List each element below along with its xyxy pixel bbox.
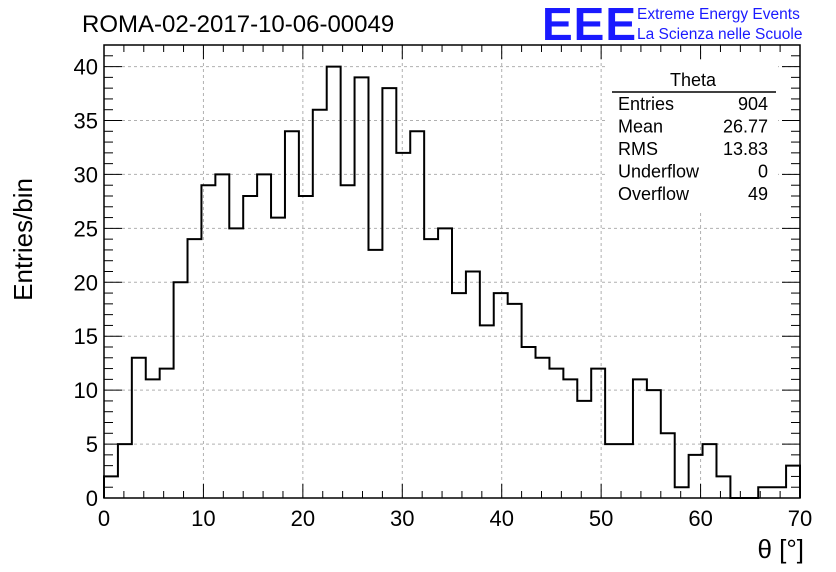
x-tick-label: 20 [291,506,315,531]
histogram-bin [104,476,118,498]
x-tick-labels: 0 10 20 30 40 50 60 70 [98,506,812,531]
stats-row-label: Overflow [618,184,690,204]
x-tick-label: 10 [191,506,215,531]
histogram-bin [271,218,285,498]
plot-frame [103,44,801,499]
histogram-bin [758,487,772,498]
y-tick-labels: 0 5 10 15 20 25 30 35 40 [74,55,98,511]
stats-row-label: Underflow [618,162,700,182]
chart-title: ROMA-02-2017-10-06-00049 [82,11,394,38]
y-tick-label: 40 [74,55,98,80]
histogram-bin [146,379,160,498]
histogram-bin [410,131,424,498]
y-axis-label: Entries/bin [8,178,38,301]
histogram-bin [341,185,355,498]
histogram-bin [368,250,382,498]
histogram-bin [215,174,229,498]
histogram-bin [480,325,494,498]
stats-box: Theta Entries 904 Mean 26.77 RMS 13.83 Underfl… [608,62,778,212]
histogram-bin [257,174,271,498]
histogram-bin [661,433,675,498]
y-tick-label: 35 [74,109,98,134]
stats-rows: Entries 904 Mean 26.77 RMS 13.83 Underflow 0 Ove… [618,94,768,204]
stats-box-background [608,62,778,212]
histogram-bin [229,228,243,498]
x-tick-label: 70 [788,506,812,531]
histogram-bin [549,369,563,498]
histogram-bin [786,466,800,498]
histogram-bin [466,272,480,499]
histogram-bin [160,369,174,498]
logo-mark: EEE [542,0,637,50]
histogram-bin [508,304,522,498]
x-tick-label: 40 [489,506,513,531]
histogram-bin [563,379,577,498]
axis-ticks [103,44,801,499]
histogram-bin [605,444,619,498]
logo-line-1: Extreme Energy Events [637,6,800,23]
histogram-bin [536,358,550,498]
x-tick-label: 60 [688,506,712,531]
histogram-bin [619,444,633,498]
histogram-bin [716,476,730,498]
histogram-bin [452,293,466,498]
stats-title: Theta [670,70,717,90]
stats-row-value: 13.83 [723,139,768,159]
histogram-bin [772,487,786,498]
histogram-bin [382,88,396,498]
histogram-outline [103,65,801,499]
x-tick-label: 50 [589,506,613,531]
y-tick-label: 5 [86,432,98,457]
histogram-bin [577,401,591,498]
histogram-bin [243,196,257,498]
x-tick-label: 30 [390,506,414,531]
histogram-bin [132,358,146,498]
histogram-bin [396,153,410,498]
histogram-bin [118,444,132,498]
y-tick-label: 25 [74,216,98,241]
histogram-bin [633,379,647,498]
histogram-bin [591,369,605,498]
logo: EEE Extreme Energy Events La Scienza nel… [542,0,802,50]
x-axis-label: θ [°] [757,534,804,564]
stats-row-label: Mean [618,117,663,137]
stats-row-label: RMS [618,139,658,159]
histogram-bin [522,347,536,498]
x-tick-label: 0 [98,506,110,531]
histogram-bin [188,239,202,498]
stats-row-value: 26.77 [723,117,768,137]
histogram-bin [675,487,689,498]
y-tick-label: 10 [74,378,98,403]
histogram-bin [299,196,313,498]
y-tick-label: 20 [74,270,98,295]
y-tick-label: 15 [74,324,98,349]
histogram-bin [174,282,188,498]
histogram-bin [494,293,508,498]
histogram-bin [355,77,369,498]
histogram-bin [703,444,717,498]
stats-row-value: 49 [748,184,768,204]
stats-row-value: 904 [738,94,768,114]
y-tick-label: 0 [86,486,98,511]
histogram-bin [647,390,661,498]
histogram-bin [327,67,341,498]
histogram-bin [424,239,438,498]
y-tick-label: 30 [74,162,98,187]
histogram-bin [201,185,215,498]
histogram-bin [438,228,452,498]
histogram-bin [689,455,703,498]
stats-row-label: Entries [618,94,674,114]
histogram-bin [313,110,327,498]
histogram-bin [285,131,299,498]
logo-line-2: La Scienza nelle Scuole [637,26,802,43]
stats-row-value: 0 [758,162,768,182]
